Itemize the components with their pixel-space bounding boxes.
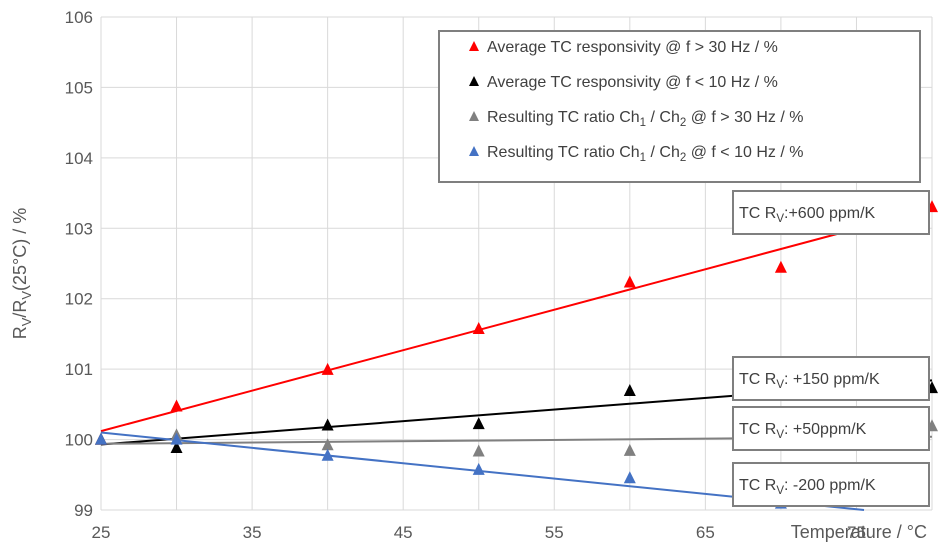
legend: Average TC responsivity @ f > 30 Hz / % A… (438, 30, 921, 183)
x-tick-label: 65 (696, 523, 715, 542)
legend-entry-series-2: Average TC responsivity @ f < 10 Hz / % (487, 74, 778, 91)
legend-entry-series-3-part: / Ch (646, 109, 680, 126)
data-point-series-4 (472, 462, 485, 475)
annotation-label-1-part: :+600 ppm/K (784, 205, 876, 222)
data-point-series-1 (321, 362, 334, 375)
annotation-label-1-part: TC R (739, 205, 776, 222)
axis-titles: Temperature / °CRV/RV(25°C) / % (10, 208, 927, 542)
data-point-series-1 (472, 321, 485, 334)
annotation-box-1 (732, 190, 930, 235)
y-tick-label: 102 (65, 290, 93, 309)
y-axis-label-part: R (10, 326, 30, 339)
tick-labels: 99 100 101 102 103 104 105 106 25 35 45 55 65 75 (65, 8, 866, 542)
annotation-label-3-part: TC R (739, 421, 776, 438)
annotation-label-1: TC RV:+600 ppm/K (739, 205, 876, 225)
y-tick-label: 105 (65, 78, 93, 97)
y-tick-label: 103 (65, 219, 93, 238)
data-point-series-3 (623, 443, 636, 456)
legend-marker-series-4 (469, 146, 479, 156)
x-tick-label: 75 (847, 523, 866, 542)
y-axis-label-part: /R (10, 300, 30, 318)
data-point-series-3 (321, 438, 334, 451)
x-axis-label: Temperature / °C (791, 522, 927, 542)
y-axis-label-part: V (19, 291, 34, 300)
legend-entry-series-4-part: 1 (640, 152, 646, 164)
legend-entry-series-4-part: @ f < 10 Hz / % (686, 144, 803, 161)
legend-entry-series-4-part: / Ch (646, 144, 680, 161)
annotation-label-3-part: : +50ppm/K (784, 421, 867, 438)
legend-marker-series-2 (469, 76, 479, 86)
data-point-series-4 (170, 432, 183, 445)
legend-entry-series-2-part: Average TC responsivity @ f < 10 Hz / % (487, 74, 778, 91)
legend-entry-series-3-part: 1 (640, 117, 646, 129)
annotations: TC RV:+600 ppm/KTC RV: +150 ppm/KTC RV: … (732, 190, 930, 507)
legend-marker-series-1 (469, 41, 479, 51)
data-point-series-4 (321, 448, 334, 461)
x-tick-label: 45 (394, 523, 413, 542)
data-point-series-4 (95, 432, 107, 445)
y-tick-label: 99 (74, 501, 93, 520)
legend-entry-series-1: Average TC responsivity @ f > 30 Hz / % (487, 39, 778, 56)
data-point-series-2 (321, 418, 334, 431)
legend-entry-series-3-part: @ f > 30 Hz / % (686, 109, 803, 126)
y-axis-label-part: (25°C) / % (10, 208, 30, 291)
annotation-label-4-part: : -200 ppm/K (784, 477, 876, 494)
data-point-series-1 (170, 399, 183, 412)
y-tick-label: 101 (65, 360, 93, 379)
y-tick-label: 104 (65, 149, 93, 168)
x-tick-label: 25 (92, 523, 111, 542)
legend-box (438, 30, 921, 183)
y-axis-label: RV/RV(25°C) / % (10, 208, 34, 340)
y-axis-label-group: RV/RV(25°C) / % (10, 208, 34, 340)
annotation-box-3 (732, 406, 930, 451)
legend-entry-series-3-part: 2 (680, 117, 686, 129)
y-tick-label: 106 (65, 8, 93, 27)
annotation-label-3-part: V (776, 429, 784, 441)
legend-entry-series-1-part: Average TC responsivity @ f > 30 Hz / % (487, 39, 778, 56)
legend-marker-series-3 (469, 111, 479, 121)
data-point-series-2 (170, 441, 183, 454)
annotation-label-4-part: TC R (739, 477, 776, 494)
annotation-label-4: TC RV: -200 ppm/K (739, 477, 876, 497)
trend-line-series-1 (100, 207, 933, 433)
annotation-label-2: TC RV: +150 ppm/K (739, 371, 880, 391)
data-point-series-2 (623, 383, 636, 396)
annotation-box-2 (732, 356, 930, 401)
annotation-label-2-part: V (776, 379, 784, 391)
legend-entry-series-4: Resulting TC ratio Ch1 / Ch2 @ f < 10 Hz… (487, 144, 803, 164)
annotation-box-4 (732, 462, 930, 507)
annotation-label-1-part: V (776, 213, 784, 225)
annotation-label-3: TC RV: +50ppm/K (739, 421, 867, 441)
annotation-label-2-part: : +150 ppm/K (784, 371, 880, 388)
legend-entry-series-3-part: Resulting TC ratio Ch (487, 109, 640, 126)
legend-entry-series-3: Resulting TC ratio Ch1 / Ch2 @ f > 30 Hz… (487, 109, 803, 129)
annotation-label-4-part: V (776, 485, 784, 497)
legend-entry-series-4-part: Resulting TC ratio Ch (487, 144, 640, 161)
data-point-series-2 (472, 417, 485, 430)
annotation-label-2-part: TC R (739, 371, 776, 388)
data-point-series-3 (472, 444, 485, 457)
data-point-series-1 (774, 260, 787, 273)
data-point-series-1 (623, 275, 636, 288)
y-axis-label-part: V (19, 317, 34, 326)
legend-entry-series-4-part: 2 (680, 152, 686, 164)
x-tick-label: 35 (243, 523, 262, 542)
y-tick-label: 100 (65, 431, 93, 450)
data-point-series-4 (623, 471, 636, 484)
x-tick-label: 55 (545, 523, 564, 542)
